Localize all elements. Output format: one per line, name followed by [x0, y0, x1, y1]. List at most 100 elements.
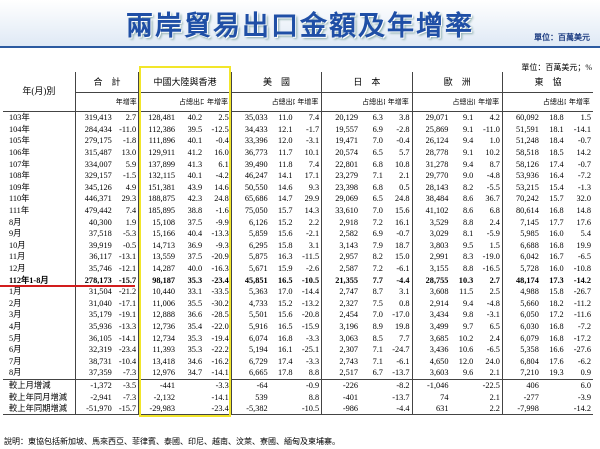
- cell: -441: [138, 378, 178, 392]
- table-row: 8月 37,359 -7.3 12,976 34.7 -14.1 6,665 17.8 8.8 2…: [3, 367, 593, 380]
- cell: -22.5: [475, 378, 503, 392]
- cell: 16.0: [214, 148, 229, 158]
- cell: 34.7: [187, 368, 203, 378]
- cell: 17.1: [304, 171, 320, 181]
- cell: 8.8: [462, 264, 474, 274]
- cell: -30.2: [211, 298, 229, 308]
- cell: 35.4: [187, 321, 203, 331]
- cell: 15.2: [278, 217, 293, 227]
- cell: -9.3: [215, 240, 229, 250]
- cell: 15,166: [138, 227, 178, 240]
- cell: -13.1: [118, 252, 137, 262]
- cell: 12.0: [278, 136, 293, 146]
- cell: 8.1: [462, 229, 474, 239]
- cell: 7.0: [372, 310, 383, 320]
- cell: 2.4: [489, 217, 500, 227]
- cell: 5,859: [230, 227, 270, 240]
- cell: 41.3: [187, 159, 203, 169]
- cell: -3.1: [306, 136, 320, 146]
- cell: 9.4: [462, 136, 474, 146]
- table-row: 3月 35,179 -19.1 12,888 36.6 -28.5 5,501 15.6 -20…: [3, 309, 593, 321]
- cell: -10.5: [301, 275, 320, 285]
- cell: 7.2: [372, 264, 383, 274]
- cell: 13,559: [138, 251, 178, 263]
- cell: 28,778: [411, 146, 451, 159]
- cell: 10.8: [395, 159, 410, 169]
- cell: 16.7: [549, 252, 564, 262]
- cell: 111,896: [138, 135, 178, 147]
- row-label: 較上年同月增減: [9, 392, 68, 402]
- cell: 11,393: [138, 343, 178, 356]
- cell: -401: [321, 391, 361, 403]
- cell: [540, 402, 566, 416]
- cell: 53,215: [501, 181, 541, 194]
- cell: -14.1: [211, 392, 229, 402]
- cell: 3,685: [411, 332, 451, 344]
- cell: -23.4: [211, 275, 229, 285]
- cell: 16.8: [549, 206, 564, 216]
- row-label: 8月: [9, 368, 22, 378]
- cell: 24.8: [214, 194, 229, 204]
- cell: -0.5: [122, 240, 137, 250]
- cell: 60,092: [501, 111, 541, 124]
- cell: -27.6: [573, 345, 591, 355]
- cell: 39.5: [187, 124, 203, 134]
- cell: 50,550: [230, 181, 270, 194]
- cell: 319,413: [74, 111, 114, 124]
- cell: -11.6: [574, 310, 591, 320]
- cell: -1.5: [122, 171, 137, 181]
- cell: 40.2: [187, 113, 203, 123]
- cell: -23.4: [118, 345, 137, 355]
- cell: -6.5: [577, 252, 591, 262]
- cell: 37,518: [74, 227, 114, 240]
- cell: 11.7: [278, 148, 293, 158]
- cell: 6.5: [372, 148, 383, 158]
- row-label: 110年: [9, 194, 30, 204]
- row-label: 6月: [9, 345, 22, 355]
- cell: -25.1: [301, 345, 320, 355]
- cell: -17.2: [573, 333, 591, 343]
- cell: 18.8: [549, 113, 564, 123]
- cell: -8.2: [384, 378, 413, 392]
- row-label: 111年: [9, 206, 30, 216]
- cell: 14,287: [138, 262, 178, 275]
- cell: -7,998: [501, 402, 541, 416]
- cell: -4.2: [215, 171, 229, 181]
- cell: -5.5: [486, 182, 500, 192]
- cell: 65,686: [230, 193, 270, 205]
- cell: 51,591: [501, 123, 541, 136]
- cell: 1.0: [489, 136, 500, 146]
- cell: 16.1: [278, 345, 293, 355]
- cell: -23.4: [204, 402, 232, 416]
- row-label: 4月: [9, 321, 22, 331]
- cell: 2,957: [321, 251, 361, 263]
- cell: 479,442: [74, 204, 114, 217]
- row-label: 5月: [9, 333, 22, 343]
- table-row: 10月 39,919 -0.5 14,713 36.9 -9.3 6,295 15.8 3.1 3…: [3, 239, 593, 252]
- group-header: 合 計: [74, 72, 139, 93]
- cell: 1.5: [489, 240, 500, 250]
- underline: [0, 284, 135, 287]
- cell: 7.7: [399, 333, 410, 343]
- cell: 40.1: [187, 136, 203, 146]
- cell: 3,803: [411, 239, 451, 252]
- cell: 7.1: [372, 356, 383, 366]
- cell: 315,487: [74, 146, 114, 159]
- cell: 3.1: [308, 240, 320, 250]
- cell: 11.0: [278, 113, 293, 123]
- cell: 2,454: [321, 309, 361, 321]
- table-row: 106年 315,487 13.0 129,911 41.2 16.0 36,773 11.7…: [3, 146, 593, 159]
- cell: 112,386: [138, 123, 178, 136]
- cell: 6.3: [372, 113, 383, 123]
- cell: 21,355: [321, 274, 361, 286]
- cell: -0.7: [577, 136, 591, 146]
- cell: -6.5: [486, 345, 500, 355]
- cell: 6,295: [230, 239, 270, 252]
- cell: -1,046: [411, 378, 451, 392]
- cell: -1.7: [306, 124, 320, 134]
- cell: 8.3: [462, 252, 474, 262]
- cell: -17.1: [118, 298, 137, 308]
- cell: -10.4: [118, 356, 137, 366]
- cell: 2.7: [125, 113, 137, 123]
